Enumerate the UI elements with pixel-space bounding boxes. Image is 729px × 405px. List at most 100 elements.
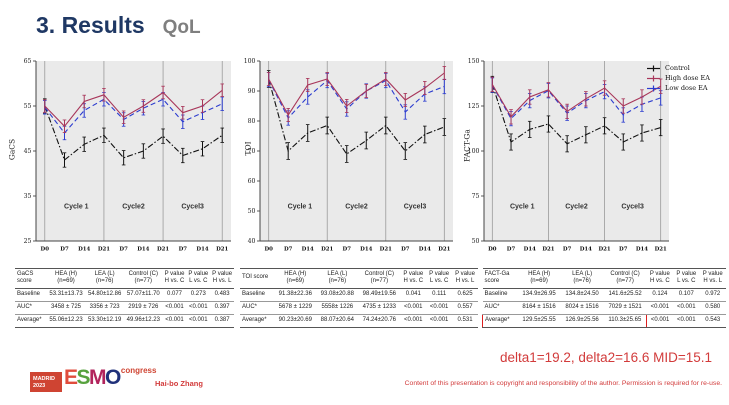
x-tick-label: D14	[524, 247, 536, 253]
column-header: P value L vs. C	[426, 268, 453, 289]
y-tick-label: 45	[24, 148, 32, 155]
y-tick-label: 125	[468, 103, 480, 110]
series-line	[268, 79, 445, 119]
plot-area	[484, 61, 669, 241]
y-tick-label: 100	[244, 58, 256, 65]
column-header: Control (C) (n=77)	[603, 268, 647, 289]
page-title: 3. Results	[36, 12, 145, 38]
table-cell: <0.001	[186, 314, 211, 329]
gacs-chart: 25 35 45 55 65 D0 D7 D14 D21 D7 D14 D21 D7 D14 D21 Cycl…	[24, 58, 231, 253]
x-tick-label: D14	[196, 247, 208, 253]
gacs-table-wrap: GaCS score HEA (H) (n=69) LEA (L) (n=76) Contr…	[15, 268, 234, 329]
series-line	[491, 84, 661, 120]
series-line	[491, 84, 661, 118]
table-cell: 0.041	[400, 288, 427, 302]
table-cell: 110.3±25.65	[603, 313, 648, 329]
legend-label: Low dose EA	[665, 84, 708, 92]
y-tick-label: 60	[248, 178, 256, 185]
esmo-letters: ESMO	[64, 366, 121, 389]
y-tick-label: 35	[24, 193, 32, 200]
table-row: Baseline 91.38±22.36 93.08±20.88 98.49±19.5…	[240, 288, 478, 302]
table-cell: Average*	[15, 314, 47, 329]
factga-table-wrap: FACT-Ga score HEA (H) (n=69) LEA (L) (n=76) Co…	[481, 268, 726, 329]
table-cell: <0.001	[673, 301, 700, 315]
table-cell: 129.5±25.55	[517, 313, 561, 329]
x-tick-label: D21	[542, 247, 554, 253]
x-tick-label: D21	[98, 247, 110, 253]
x-tick-label: D21	[157, 247, 169, 253]
column-header: LEA (L) (n=76)	[316, 268, 359, 289]
cycle-label: Cycle2	[345, 204, 368, 211]
x-tick-label: D0	[488, 247, 497, 253]
author-name: Hai-bo Zhang	[155, 379, 203, 388]
table-cell: 4735 ± 1233	[358, 301, 401, 315]
cycle-label: Cycle 1	[510, 204, 535, 211]
legend-marker-icon	[647, 75, 660, 81]
y-tick-label: 55	[24, 103, 32, 110]
cycle-label: Cycle2	[122, 204, 145, 211]
table-cell: <0.001	[186, 301, 211, 315]
column-header: P value H vs. C	[162, 268, 187, 289]
x-tick-label: D7	[507, 247, 516, 253]
y-tick-label: 40	[248, 238, 256, 245]
table-cell: <0.001	[400, 301, 427, 315]
column-header: Control (C) (n=77)	[358, 268, 401, 289]
x-tick-label: D14	[137, 247, 149, 253]
table-cell: AUC*	[482, 301, 518, 315]
x-tick-label: D21	[321, 247, 333, 253]
table-cell: 0.625	[452, 288, 478, 302]
table-cell: 49.96±12.23	[123, 314, 163, 329]
table-cell: 0.531	[452, 314, 478, 329]
table-cell: <0.001	[400, 314, 427, 329]
column-header: LEA (L) (n=76)	[85, 268, 124, 289]
table-cell: 0.124	[646, 288, 674, 302]
toi-chart: 40 50 60 70 80 90 100 D0 D7 D14 D21 D7 D14 D21 D7 D14 D2…	[244, 58, 453, 253]
table-cell: <0.001	[426, 314, 453, 329]
x-tick-label: D7	[60, 247, 69, 253]
table-cell: 0.543	[699, 314, 726, 329]
esmo-letter: M	[89, 366, 107, 389]
legend-label: High dose EA	[665, 74, 710, 82]
x-tick-label: D14	[580, 247, 592, 253]
table-cell: 0.273	[186, 288, 211, 302]
logo-year: 2023	[33, 382, 46, 389]
column-header: FACT-Ga score	[482, 268, 518, 289]
x-tick-label: D14	[419, 247, 431, 253]
table-cell: AUC*	[15, 301, 47, 315]
table-cell: 0.111	[426, 288, 453, 302]
column-header: P value L vs. C	[673, 268, 700, 289]
table-cell: 134.8±24.50	[560, 288, 604, 302]
y-tick-label: 100	[468, 148, 480, 155]
table-cell: 93.08±20.88	[316, 288, 359, 302]
cycle-label: Cycel3	[181, 204, 204, 211]
column-header: HEA (H) (n=69)	[46, 268, 86, 289]
series-line	[44, 98, 223, 134]
series-line	[268, 72, 445, 117]
results-table: FACT-Ga score HEA (H) (n=69) LEA (L) (n=76) Co…	[481, 268, 726, 329]
x-tick-label: D14	[636, 247, 648, 253]
delta-annotation: delta1=19.2, delta2=16.6 MID=15.1	[499, 350, 712, 365]
column-header: HEA (H) (n=69)	[517, 268, 561, 289]
table-cell: 90.23±20.69	[274, 314, 317, 329]
table-cell: <0.001	[673, 314, 700, 329]
table-cell: <0.001	[162, 301, 187, 315]
table-cell: 5558± 1226	[316, 301, 359, 315]
table-cell: 126.9±25.56	[560, 313, 604, 329]
table-cell: 0.077	[162, 288, 187, 302]
table-cell: Baseline	[482, 288, 518, 302]
y-tick-label: 80	[248, 118, 256, 125]
y-tick-label: 70	[248, 148, 256, 155]
x-tick-label: D0	[264, 247, 273, 253]
table-cell: Average*	[240, 314, 275, 329]
y-tick-label: 150	[468, 58, 480, 65]
x-tick-label: D14	[360, 247, 372, 253]
table-cell: AUC*	[240, 301, 275, 315]
cycle-label: Cycel3	[621, 204, 644, 211]
x-tick-label: D14	[78, 247, 90, 253]
table-cell: 0.397	[210, 301, 234, 315]
y-tick-label: 50	[248, 208, 256, 215]
cycle-label: Cycle2	[565, 204, 588, 211]
table-cell: 2919 ± 726	[123, 301, 163, 315]
x-tick-label: D7	[179, 247, 188, 253]
